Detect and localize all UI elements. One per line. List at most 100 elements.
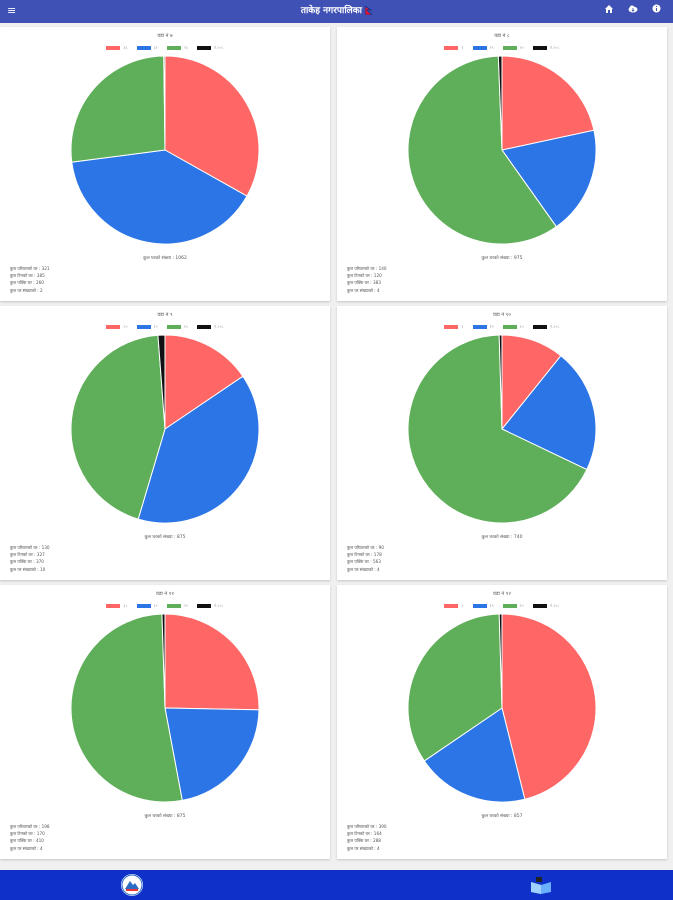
legend-item[interactable]: १०: [502, 323, 524, 331]
pie-slice[interactable]: [70, 613, 183, 803]
pie-slice[interactable]: [423, 707, 526, 803]
legend-item[interactable]: ३१: [136, 44, 158, 52]
info-icon[interactable]: [650, 4, 662, 18]
legend-label: नं.२०८: [213, 45, 224, 50]
legend-item[interactable]: १: [444, 44, 464, 52]
legend-label: १०: [519, 45, 524, 50]
pie-slice[interactable]: [501, 55, 595, 151]
pie-slice[interactable]: [164, 334, 244, 430]
legend-item[interactable]: १०: [502, 602, 524, 610]
book-icon[interactable]: [528, 876, 554, 894]
legend-swatch: [196, 325, 211, 329]
stats-list: कुल परिवारको घर : 321 कुल टिनको घर : 385 क…: [10, 265, 50, 294]
legend-swatch: [136, 46, 151, 50]
stats-list: कुल परिवारको घर : 198 कुल टिनको घर : 170 क…: [10, 823, 50, 852]
legend-item[interactable]: नं.२०८: [196, 323, 224, 331]
total-label: कुल घरको संख्या : 857: [481, 814, 523, 819]
legend-swatch: [166, 325, 181, 329]
pie-slice[interactable]: [164, 55, 260, 197]
pie-chart[interactable]: [337, 306, 667, 536]
legend-swatch: [106, 604, 121, 608]
pie-chart[interactable]: [0, 585, 330, 815]
legend-label: ३६: [123, 45, 128, 50]
legend-item[interactable]: १: [444, 323, 464, 331]
pie-slice[interactable]: [407, 334, 588, 524]
legend-swatch: [532, 325, 547, 329]
legend-item[interactable]: १०: [502, 44, 524, 52]
chart-card-6: वडा नं १२ २ १९ १० नं.२०८ कुल घरको संख्या : 85…: [337, 585, 667, 859]
bottom-bar: [0, 870, 673, 900]
legend-item[interactable]: १९: [472, 44, 494, 52]
stat-line: कुल पर संख्याको : 4: [10, 845, 43, 851]
legend-item[interactable]: १९: [472, 602, 494, 610]
stat-line: कुल पर संख्याको : 4: [347, 287, 380, 293]
stat-line: कुल परिवारको घर : 140: [347, 266, 387, 271]
pie-chart[interactable]: [337, 27, 667, 257]
pie-slice[interactable]: [70, 55, 166, 163]
total-label: कुल घरको संख्या : 740: [481, 535, 523, 540]
pie-slice[interactable]: [501, 355, 597, 471]
pie-slice[interactable]: [497, 55, 503, 151]
legend-item[interactable]: २०: [106, 323, 128, 331]
stat-line: कुल पक्कि घर : 260: [10, 280, 44, 286]
pie-slice[interactable]: [70, 334, 166, 520]
legend-item[interactable]: २५: [166, 602, 188, 610]
pie-slice[interactable]: [164, 613, 260, 711]
legend-item[interactable]: ३८: [106, 602, 128, 610]
legend-item[interactable]: नं.२०८: [196, 602, 224, 610]
stat-line: कुल पक्कि घर : 288: [347, 838, 381, 844]
pie-slice[interactable]: [161, 613, 166, 709]
pie-chart[interactable]: [337, 585, 667, 815]
pie-slice[interactable]: [498, 334, 503, 430]
chart-legend: १ १९ १० नं.२०८: [337, 44, 667, 52]
pie-slice[interactable]: [407, 613, 503, 762]
stat-line: कुल पक्कि घर : 410: [10, 838, 44, 844]
stat-line: कुल परिवारको घर : 198: [10, 824, 50, 829]
legend-item[interactable]: २: [444, 602, 464, 610]
legend-item[interactable]: २६: [166, 44, 188, 52]
legend-item[interactable]: १९: [472, 323, 494, 331]
legend-swatch: [472, 46, 487, 50]
legend-swatch: [196, 46, 211, 50]
pie-slice[interactable]: [157, 334, 166, 430]
chart-title: वडा नं ७: [157, 33, 173, 39]
stat-line: कुल टिनको घर : 170: [10, 831, 45, 837]
legend-swatch: [166, 604, 181, 608]
stat-line: कुल पक्कि घर : 383: [347, 280, 381, 286]
pie-slice[interactable]: [498, 613, 503, 709]
pie-slice[interactable]: [71, 149, 248, 245]
legend-swatch: [136, 604, 151, 608]
chart-title: वडा नं ११: [156, 591, 174, 597]
legend-label: नं.२०८: [549, 603, 560, 608]
legend-item[interactable]: ३६: [106, 44, 128, 52]
pie-slice[interactable]: [501, 613, 597, 800]
municipality-logo-icon[interactable]: [121, 874, 143, 896]
pie-chart[interactable]: [0, 306, 330, 536]
menu-icon[interactable]: ≡: [7, 4, 17, 17]
legend-item[interactable]: नं.२०८: [196, 44, 224, 52]
nepal-flag-icon: [364, 5, 374, 16]
chart-card-4: वडा नं १० १ १९ १० नं.२०८ कुल घरको संख्या : 74…: [337, 306, 667, 580]
pie-slice[interactable]: [137, 375, 260, 524]
home-icon[interactable]: [603, 4, 615, 18]
cloud-download-icon[interactable]: [627, 4, 639, 18]
pie-slice[interactable]: [163, 55, 166, 151]
legend-item[interactable]: नं.२०८: [532, 323, 560, 331]
stat-line: कुल टिनको घर : 327: [10, 552, 45, 558]
pie-chart[interactable]: [0, 27, 330, 257]
pie-slice[interactable]: [501, 129, 597, 228]
legend-label: १२: [153, 324, 158, 329]
pie-slice[interactable]: [407, 55, 558, 245]
pie-slice[interactable]: [164, 707, 260, 801]
legend-item[interactable]: नं.२०८: [532, 44, 560, 52]
legend-label: ३८: [123, 603, 128, 608]
app-title-text: ताकेह नगरपालिका: [300, 6, 362, 16]
legend-swatch: [106, 325, 121, 329]
legend-item[interactable]: १२: [136, 323, 158, 331]
stat-line: कुल परिवारको घर : 90: [347, 545, 384, 550]
legend-item[interactable]: नं.२०८: [532, 602, 560, 610]
legend-item[interactable]: १५: [166, 323, 188, 331]
legend-item[interactable]: १२: [136, 602, 158, 610]
legend-swatch: [472, 325, 487, 329]
legend-label: २५: [183, 603, 188, 608]
